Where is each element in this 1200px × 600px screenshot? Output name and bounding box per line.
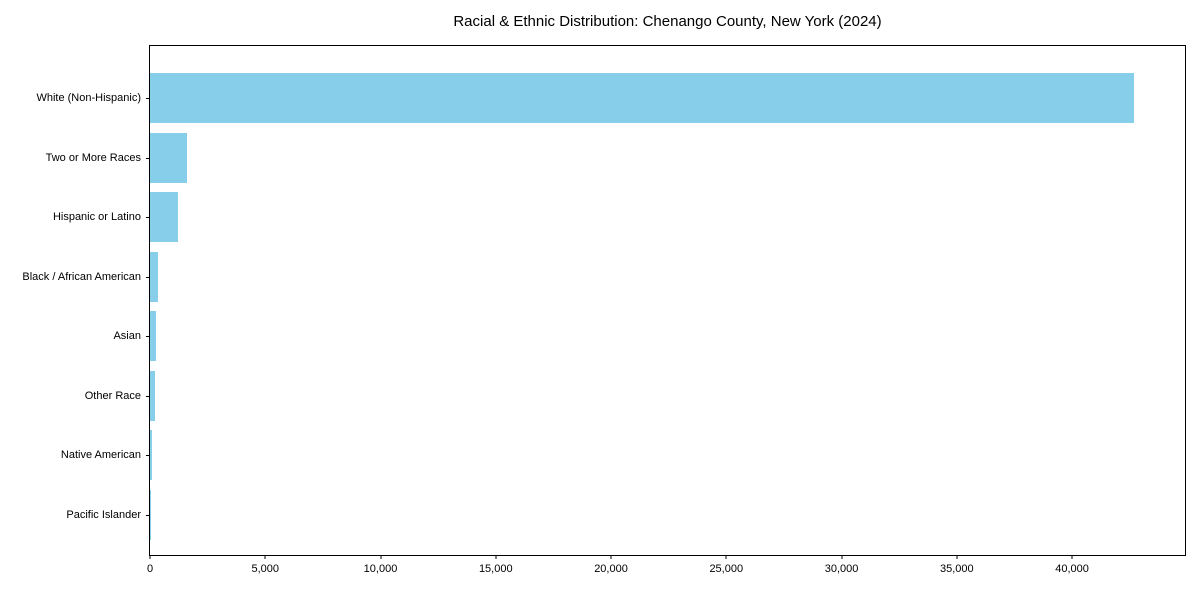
y-axis-tick (146, 395, 150, 397)
plot-area: White (Non-Hispanic) Two or More Races His… (22, 45, 1186, 575)
x-axis-tick (610, 555, 612, 559)
bar-white-non-hispanic (150, 73, 1135, 123)
y-axis-category-label: Asian (113, 330, 141, 342)
y-axis-category-label: Pacific Islander (66, 508, 141, 521)
x-axis-tick-label: 10,000 (363, 563, 398, 575)
y-axis-category-label: Two or More Races (45, 151, 141, 164)
y-axis-category-label: Native American (60, 449, 141, 461)
bar-asian (150, 311, 156, 361)
x-axis-tick-label: 20,000 (594, 563, 628, 575)
x-axis-tick (1071, 555, 1073, 559)
y-axis-tick (146, 514, 150, 516)
chart-title: Racial & Ethnic Distribution: Chenango C… (453, 13, 882, 30)
x-axis-tick (495, 555, 497, 559)
y-axis-tick (146, 276, 150, 278)
x-axis-tick (380, 555, 381, 559)
y-axis-tick (146, 455, 150, 456)
y-axis-tick (146, 157, 150, 159)
x-axis-tick (841, 555, 843, 559)
y-axis-category-label: Hispanic or Latino (52, 211, 141, 223)
bar-hispanic-or-latino (150, 192, 178, 242)
x-axis-tick-label: 35,000 (939, 563, 974, 575)
x-axis-tick-label: 40,000 (1055, 563, 1089, 575)
x-axis-tick (956, 555, 958, 559)
x-axis-tick-label: 0 (146, 563, 154, 575)
x-axis-tick-label: 5,000 (251, 563, 280, 575)
y-axis-tick (146, 336, 150, 337)
y-axis-tick (146, 217, 150, 218)
y-axis-category-label: White (Non-Hispanic) (36, 92, 141, 104)
x-axis-tick (725, 555, 727, 559)
bar-other-race (150, 370, 155, 421)
bar-black-african-american (150, 251, 159, 302)
x-axis-tick-label: 25,000 (709, 563, 744, 575)
bar-two-or-more-races (150, 132, 187, 183)
x-axis-tick (264, 555, 266, 559)
x-axis-tick-label: 30,000 (824, 563, 859, 575)
x-axis-tick-label: 15,000 (478, 563, 513, 575)
y-axis-tick (146, 98, 150, 99)
bar-native-american (150, 430, 153, 480)
y-axis-category-label: Other Race (84, 389, 141, 402)
y-axis-category-label: Black / African American (22, 270, 141, 283)
x-axis-tick (149, 555, 151, 559)
